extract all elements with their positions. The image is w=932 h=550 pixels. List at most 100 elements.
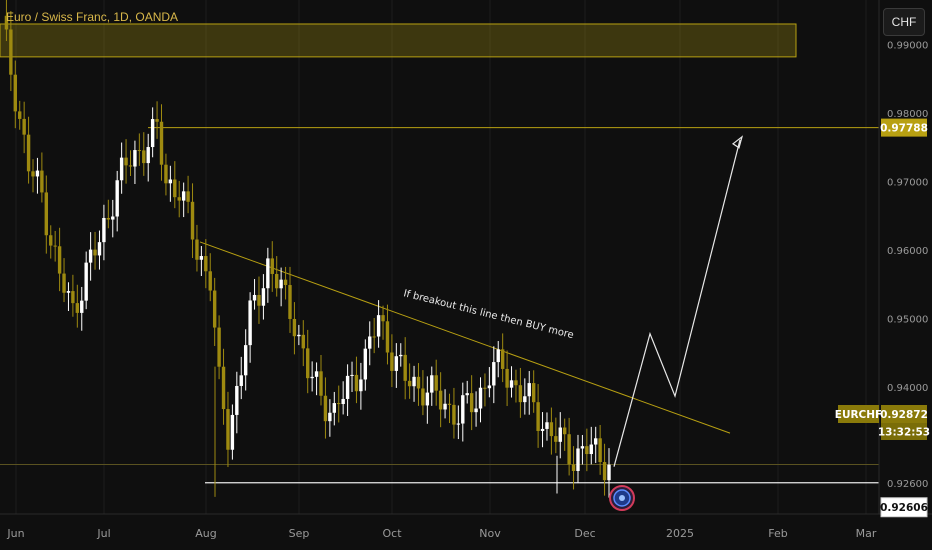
resistance-price-label-bg: [881, 118, 927, 137]
candle-body: [88, 249, 93, 263]
candle-body: [354, 374, 359, 392]
candle-body: [594, 438, 598, 445]
candle-body: [102, 217, 106, 243]
candle-body: [292, 318, 297, 337]
candle-body: [199, 256, 204, 260]
candle-body: [585, 446, 589, 455]
candle-body: [487, 385, 492, 389]
price-tick-label: 0.95000: [887, 315, 928, 326]
candle-body: [368, 336, 372, 349]
time-axis[interactable]: Jun Jul Aug Sep Oct Nov Dec 2025 Feb Mar: [6, 527, 876, 540]
candle-body: [168, 179, 173, 184]
candle-body: [421, 388, 425, 406]
symbol-label: EURCHF: [835, 409, 882, 421]
candle-body: [181, 191, 186, 201]
candle-body: [66, 291, 71, 293]
candle-body: [337, 403, 341, 405]
candle-body: [376, 315, 381, 337]
candle-body: [447, 403, 452, 405]
candle-body: [607, 464, 611, 481]
candle-body: [150, 119, 155, 148]
candle-body: [226, 409, 230, 450]
candle-body: [576, 448, 580, 471]
candle-body: [602, 462, 607, 481]
candle-body: [297, 334, 301, 337]
candle-body: [319, 371, 323, 396]
time-tick-label: Oct: [382, 527, 402, 540]
candle-body: [44, 192, 49, 236]
time-tick-label: Jun: [6, 527, 24, 540]
candle-body: [407, 380, 412, 387]
candle-body: [18, 111, 22, 119]
candle-body: [84, 262, 88, 301]
projection-path: [613, 139, 741, 467]
candle-body: [403, 354, 407, 381]
currency-button[interactable]: CHF: [883, 8, 925, 36]
candle-body: [288, 285, 292, 319]
candle-body: [270, 258, 274, 274]
candle-body: [381, 315, 385, 322]
candle-body: [301, 334, 305, 349]
candle-body: [465, 393, 469, 396]
time-tick-label: Nov: [479, 527, 501, 540]
candle-body: [243, 345, 248, 376]
candle-body: [106, 217, 111, 220]
supply-zone: [0, 23, 797, 58]
grid: [15, 0, 867, 514]
candle-body: [531, 383, 536, 403]
candle-body: [9, 29, 13, 75]
candle-body: [523, 396, 527, 403]
candle-body: [350, 374, 354, 376]
candle-body: [496, 349, 500, 363]
candle-body: [26, 134, 31, 172]
candle-body: [434, 375, 438, 391]
candle-body: [248, 300, 252, 346]
candle-body: [279, 279, 283, 289]
time-tick-label: Mar: [856, 527, 877, 540]
candle-body: [540, 428, 545, 431]
candle-body: [13, 74, 17, 112]
candle-body: [589, 444, 593, 455]
candle-body: [75, 303, 80, 313]
candle-body: [328, 412, 332, 422]
candle-body: [452, 404, 456, 425]
candle-body: [22, 118, 26, 135]
candle-body: [310, 376, 314, 379]
candle-body: [363, 348, 368, 380]
candle-body: [505, 368, 509, 388]
candle-body: [115, 180, 119, 217]
candle-body: [119, 157, 124, 181]
candle-body: [478, 387, 483, 409]
candle-body: [545, 422, 549, 429]
candle-body: [195, 239, 199, 260]
resistance-price-label: 0.97788: [880, 123, 928, 135]
candle-body: [567, 434, 571, 465]
candle-body: [509, 380, 514, 388]
candle-body: [385, 321, 390, 353]
candle-body: [518, 385, 523, 403]
candle-body: [332, 403, 336, 413]
countdown-label-bg: [881, 423, 927, 440]
candle-body: [341, 398, 345, 405]
candle-body: [562, 427, 567, 435]
candle-body: [558, 427, 562, 442]
candle-body: [173, 179, 177, 198]
event-badge-icon[interactable]: [607, 483, 637, 513]
price-axis[interactable]: 0.99000 0.98000 0.97000 0.96000 0.95000 0.940…: [887, 41, 928, 491]
candle-body: [483, 387, 487, 389]
candle-body: [474, 408, 478, 413]
candle-body: [500, 349, 505, 369]
price-tick-label: 0.96000: [887, 246, 928, 257]
candle-body: [57, 246, 62, 274]
candle-body: [208, 271, 212, 291]
time-tick-label: Feb: [768, 527, 787, 540]
candle-body: [469, 393, 474, 413]
candle-body: [93, 249, 97, 256]
candle-body: [53, 245, 57, 247]
candle-body: [212, 290, 217, 328]
projection-arrow-head: [731, 135, 744, 149]
candle-body: [416, 376, 421, 389]
candle-body: [221, 366, 226, 410]
candle-body: [217, 327, 221, 367]
